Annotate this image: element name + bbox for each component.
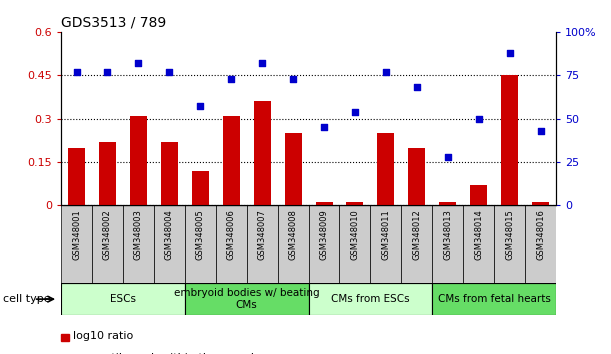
Text: GSM348004: GSM348004 bbox=[165, 209, 174, 260]
Text: GSM348012: GSM348012 bbox=[412, 209, 422, 260]
Bar bbox=[309, 205, 340, 283]
Bar bbox=[346, 202, 364, 205]
Bar bbox=[185, 283, 309, 315]
Text: GSM348010: GSM348010 bbox=[351, 209, 359, 260]
Bar bbox=[61, 205, 92, 283]
Bar bbox=[130, 116, 147, 205]
Bar bbox=[192, 171, 209, 205]
Bar bbox=[216, 205, 247, 283]
Bar bbox=[285, 133, 302, 205]
Bar bbox=[433, 283, 556, 315]
Bar bbox=[463, 205, 494, 283]
Point bbox=[288, 76, 298, 81]
Point bbox=[226, 76, 236, 81]
Bar bbox=[315, 202, 332, 205]
Bar bbox=[370, 205, 401, 283]
Bar bbox=[309, 283, 433, 315]
Text: embryoid bodies w/ beating
CMs: embryoid bodies w/ beating CMs bbox=[174, 288, 320, 310]
Bar bbox=[61, 283, 185, 315]
Point bbox=[350, 109, 360, 114]
Bar bbox=[340, 205, 370, 283]
Bar bbox=[223, 116, 240, 205]
Bar bbox=[439, 202, 456, 205]
Text: CMs from ESCs: CMs from ESCs bbox=[331, 294, 410, 304]
Point bbox=[103, 69, 112, 75]
Text: GDS3513 / 789: GDS3513 / 789 bbox=[61, 15, 166, 29]
Text: GSM348016: GSM348016 bbox=[536, 209, 545, 260]
Point bbox=[412, 85, 422, 90]
Bar bbox=[401, 205, 433, 283]
Bar bbox=[277, 205, 309, 283]
Text: GSM348003: GSM348003 bbox=[134, 209, 143, 260]
Bar bbox=[99, 142, 116, 205]
Text: GSM348007: GSM348007 bbox=[258, 209, 266, 260]
Text: GSM348011: GSM348011 bbox=[381, 209, 390, 260]
Bar bbox=[532, 202, 549, 205]
Bar bbox=[494, 205, 525, 283]
Bar bbox=[378, 133, 394, 205]
Bar bbox=[123, 205, 154, 283]
Text: GSM348013: GSM348013 bbox=[443, 209, 452, 260]
Point bbox=[474, 116, 483, 121]
Bar bbox=[154, 205, 185, 283]
Text: log10 ratio: log10 ratio bbox=[73, 331, 133, 341]
Point bbox=[71, 69, 81, 75]
Point bbox=[505, 50, 514, 56]
Text: GSM348015: GSM348015 bbox=[505, 209, 514, 260]
Bar bbox=[470, 185, 487, 205]
Bar bbox=[408, 148, 425, 205]
Text: GSM348005: GSM348005 bbox=[196, 209, 205, 260]
Bar bbox=[68, 148, 85, 205]
Bar bbox=[525, 205, 556, 283]
Text: GSM348009: GSM348009 bbox=[320, 209, 329, 260]
Point bbox=[257, 60, 267, 66]
Text: GSM348001: GSM348001 bbox=[72, 209, 81, 260]
Bar bbox=[161, 142, 178, 205]
Bar bbox=[501, 75, 518, 205]
Text: GSM348014: GSM348014 bbox=[474, 209, 483, 260]
Text: GSM348008: GSM348008 bbox=[288, 209, 298, 260]
Point bbox=[196, 104, 205, 109]
Point bbox=[319, 124, 329, 130]
Text: percentile rank within the sample: percentile rank within the sample bbox=[73, 353, 261, 354]
Bar bbox=[433, 205, 463, 283]
Bar bbox=[247, 205, 277, 283]
Text: ESCs: ESCs bbox=[110, 294, 136, 304]
Text: GSM348006: GSM348006 bbox=[227, 209, 236, 260]
Bar bbox=[185, 205, 216, 283]
Text: CMs from fetal hearts: CMs from fetal hearts bbox=[437, 294, 551, 304]
Text: GSM348002: GSM348002 bbox=[103, 209, 112, 260]
Point bbox=[134, 60, 144, 66]
Bar bbox=[92, 205, 123, 283]
Point bbox=[443, 154, 453, 160]
Bar bbox=[254, 101, 271, 205]
Point bbox=[536, 128, 546, 133]
Bar bbox=[61, 334, 68, 341]
Point bbox=[381, 69, 391, 75]
Point bbox=[164, 69, 174, 75]
Text: cell type: cell type bbox=[3, 294, 51, 304]
